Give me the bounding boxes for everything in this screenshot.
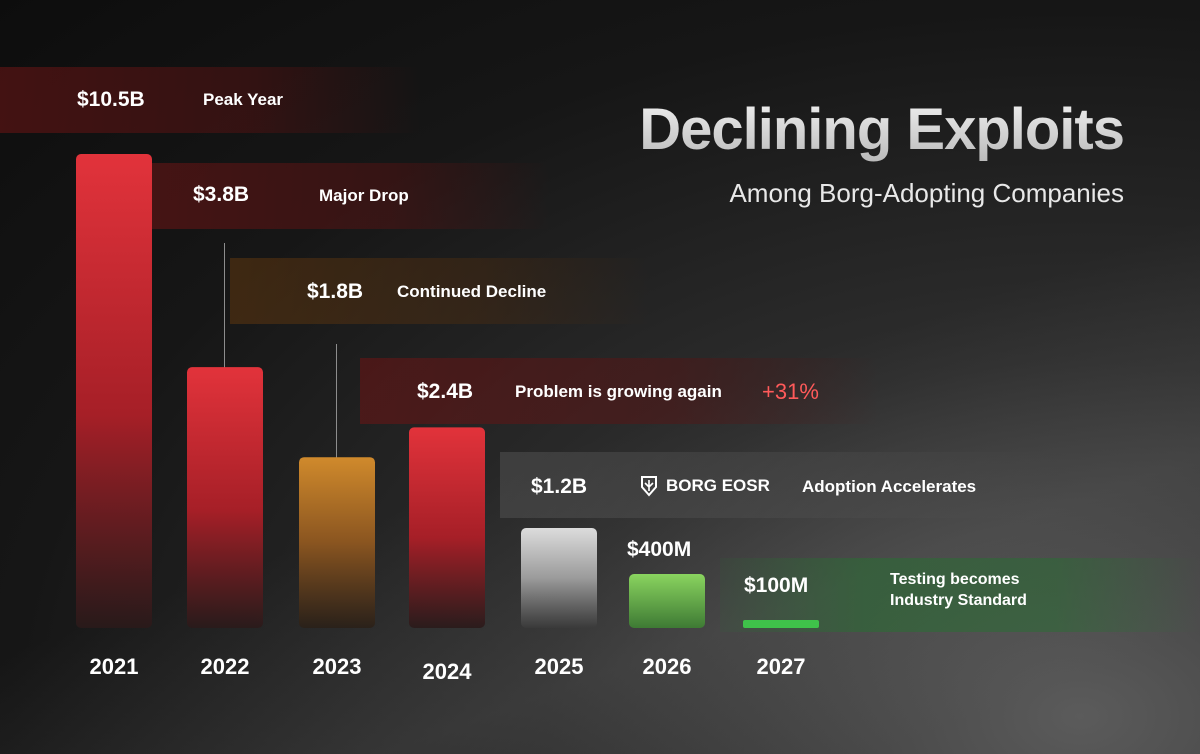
- note-peak-year: Peak Year: [203, 90, 284, 109]
- page-title: Declining Exploits: [639, 97, 1125, 162]
- value-label-2023: $1.8B: [307, 280, 364, 303]
- value-label-2024: $2.4B: [417, 380, 474, 403]
- band-2025: [500, 452, 1060, 518]
- note-major-drop: Major Drop: [319, 186, 409, 205]
- x-tick-2027: 2027: [757, 654, 806, 679]
- x-tick-2022: 2022: [201, 654, 250, 679]
- borg-shield-icon: [641, 476, 657, 497]
- note-continued-decline: Continued Decline: [397, 282, 547, 301]
- bar-2024: [409, 427, 485, 628]
- value-label-2021: $10.5B: [77, 88, 145, 111]
- band-2021: [0, 67, 420, 133]
- band-2022: [150, 163, 550, 229]
- bar-2027: [743, 620, 819, 628]
- connector-2023: [336, 344, 337, 465]
- band-2027: [720, 558, 1200, 632]
- x-tick-2024: 2024: [423, 659, 473, 684]
- bar-2023: [299, 457, 375, 628]
- note-testing-line1: Testing becomes: [890, 571, 1020, 588]
- note-adoption-accelerates: Adoption Accelerates: [802, 477, 977, 496]
- bar-2026: [629, 574, 705, 628]
- value-label-2022: $3.8B: [193, 183, 250, 206]
- borg-eosr-badge: BORG EOSR: [640, 475, 770, 497]
- band-2023: [230, 258, 650, 324]
- connector-2022: [224, 243, 225, 368]
- value-label-2027: $100M: [744, 574, 809, 597]
- x-tick-2023: 2023: [313, 654, 362, 679]
- bar-2025: [521, 528, 597, 628]
- growth-percent: +31%: [762, 379, 819, 404]
- badge-label: BORG EOSR: [666, 476, 770, 495]
- bar-2021: [76, 154, 152, 628]
- x-tick-2021: 2021: [90, 654, 139, 679]
- bar-2022: [187, 367, 263, 628]
- page-subtitle: Among Borg-Adopting Companies: [729, 178, 1124, 208]
- value-label-2025: $1.2B: [531, 475, 588, 498]
- note-testing-line2: Industry Standard: [890, 592, 1027, 609]
- x-tick-2026: 2026: [643, 654, 692, 679]
- band-2024: [360, 358, 880, 424]
- x-tick-2025: 2025: [535, 654, 584, 679]
- value-label-2026: $400M: [627, 538, 692, 561]
- note-growing-again: Problem is growing again: [515, 382, 722, 401]
